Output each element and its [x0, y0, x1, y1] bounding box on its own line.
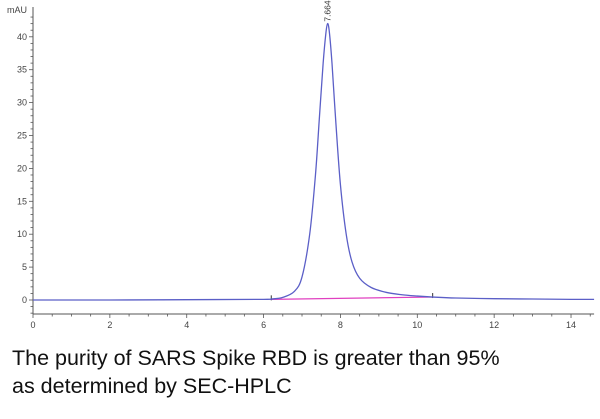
x-tick-label: 6 — [261, 320, 266, 330]
caption-line-2: as determined by SEC-HPLC — [12, 374, 292, 398]
y-tick-label: 30 — [17, 98, 27, 108]
y-tick-label: 35 — [17, 65, 27, 75]
y-axis: 0 5 10 15 20 25 30 35 40 mAU — [7, 5, 34, 314]
x-tick-label: 8 — [338, 320, 343, 330]
y-axis-label: mAU — [7, 5, 27, 15]
chart-svg: 0 5 10 15 20 25 30 35 40 mAU 0 2 4 6 8 10 12 14 7.664 — [7, 0, 595, 330]
y-tick-label: 40 — [17, 32, 27, 42]
x-tick-label: 0 — [30, 320, 35, 330]
integration-baseline — [271, 296, 433, 300]
y-tick-label: 10 — [17, 229, 27, 239]
y-tick-label: 5 — [22, 262, 27, 272]
figure-caption: The purity of SARS Spike RBD is greater … — [12, 344, 600, 400]
peak-label: 7.664 — [323, 0, 333, 22]
x-axis: 0 2 4 6 8 10 12 14 — [30, 313, 595, 330]
y-tick-label: 15 — [17, 196, 27, 206]
chromatogram-trace — [32, 22, 595, 301]
x-tick-label: 2 — [107, 320, 112, 330]
x-tick-label: 4 — [184, 320, 189, 330]
y-tick-label: 25 — [17, 131, 27, 141]
x-tick-label: 14 — [566, 320, 576, 330]
x-tick-label: 12 — [489, 320, 499, 330]
chromatogram-chart: 0 5 10 15 20 25 30 35 40 mAU 0 2 4 6 8 10 12 14 7.664 — [7, 0, 595, 330]
x-tick-label: 10 — [412, 320, 422, 330]
y-tick-label: 20 — [17, 163, 27, 173]
caption-line-1: The purity of SARS Spike RBD is greater … — [12, 346, 500, 370]
y-tick-label: 0 — [22, 295, 27, 305]
